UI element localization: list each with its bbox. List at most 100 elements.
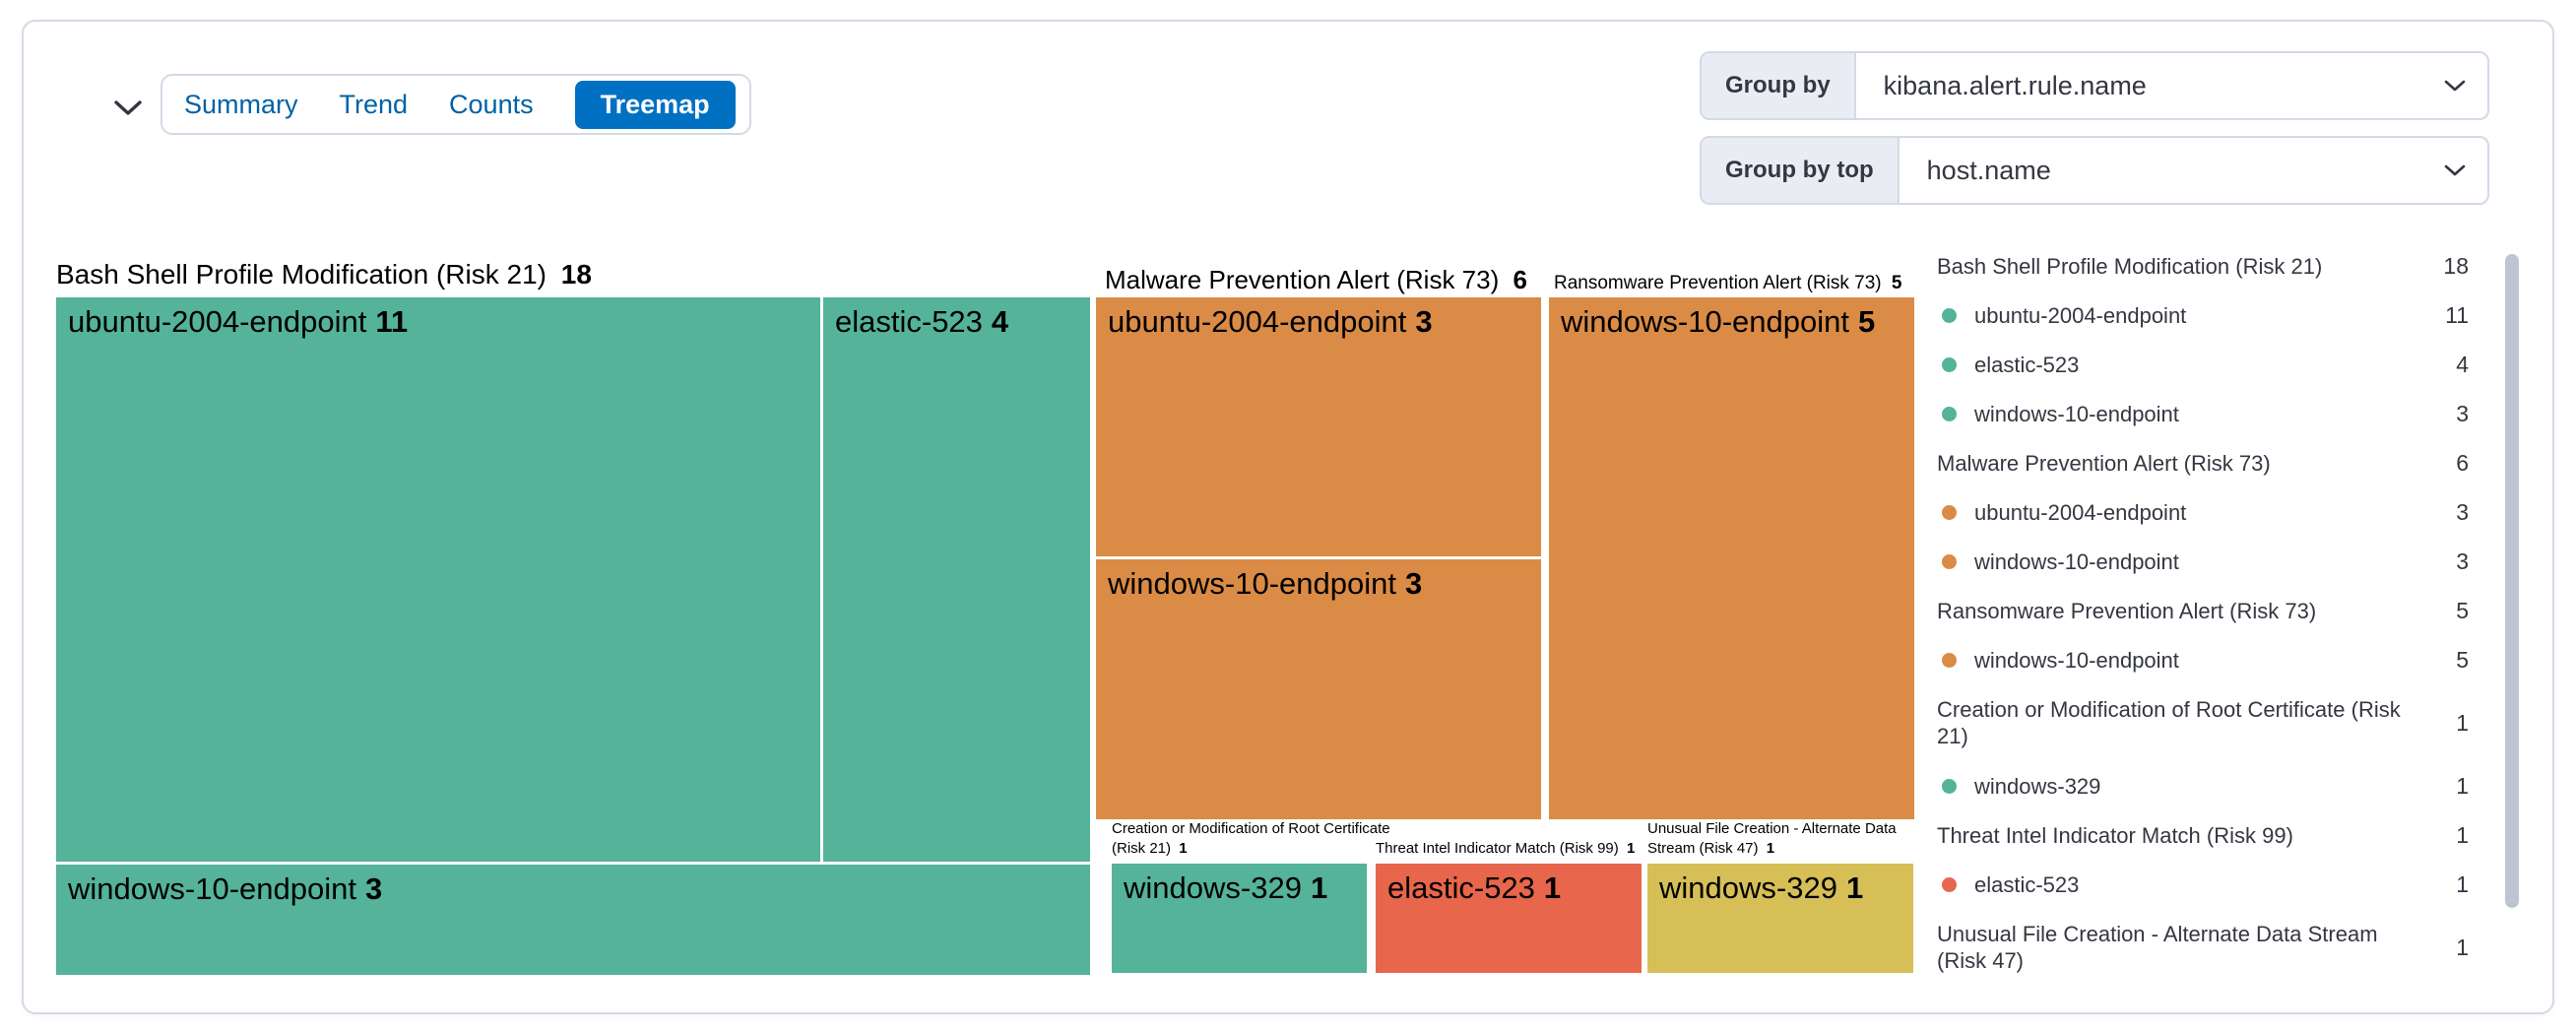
legend-host-item[interactable]: elastic-523 4 bbox=[1937, 340, 2469, 389]
legend-count: 5 bbox=[2456, 597, 2469, 623]
section-count: 18 bbox=[560, 259, 592, 290]
collapse-panel-button[interactable] bbox=[102, 87, 154, 130]
color-dot-icon bbox=[1942, 307, 1957, 323]
legend-count: 18 bbox=[2443, 252, 2469, 279]
legend-label: Unusual File Creation - Alternate Data S… bbox=[1937, 922, 2378, 973]
block-host-name: windows-329 bbox=[1659, 871, 1837, 905]
block-host-name: windows-10-endpoint bbox=[1108, 566, 1396, 601]
legend-host-item[interactable]: ubuntu-2004-endpoint 11 bbox=[1937, 290, 2469, 340]
legend-count: 3 bbox=[2456, 548, 2469, 574]
legend-count: 5 bbox=[2456, 646, 2469, 673]
color-dot-icon bbox=[1942, 652, 1957, 668]
color-dot-icon bbox=[1942, 406, 1957, 421]
chevron-down-icon bbox=[2444, 53, 2487, 118]
divider bbox=[56, 862, 1090, 865]
chevron-down-icon bbox=[2444, 138, 2487, 203]
legend-count: 1 bbox=[2456, 821, 2469, 848]
legend-rule-item[interactable]: Threat Intel Indicator Match (Risk 99) 1 bbox=[1937, 810, 2469, 860]
treemap-block[interactable]: windows-10-endpoint 3 bbox=[56, 865, 1090, 975]
block-count: 1 bbox=[1310, 871, 1328, 905]
legend-rule-item[interactable]: Unusual File Creation - Alternate Data S… bbox=[1937, 909, 2469, 986]
treemap-legend: Bash Shell Profile Modification (Risk 21… bbox=[1937, 241, 2469, 986]
group-by-value: kibana.alert.rule.name bbox=[1883, 70, 2147, 100]
chevron-down-icon bbox=[113, 98, 143, 119]
block-count: 4 bbox=[991, 304, 1009, 339]
treemap-block[interactable]: elastic-523 4 bbox=[823, 297, 1090, 862]
legend-label: Creation or Modification of Root Certifi… bbox=[1937, 697, 2401, 748]
group-by-top-select[interactable]: Group by top host.name bbox=[1700, 136, 2489, 205]
color-dot-icon bbox=[1942, 876, 1957, 892]
legend-host-item[interactable]: windows-10-endpoint 5 bbox=[1937, 635, 2469, 684]
treemap-section-malware: ubuntu-2004-endpoint 3 windows-10-endpoin… bbox=[1096, 297, 1541, 819]
legend-scrollbar-thumb[interactable] bbox=[2505, 254, 2519, 908]
group-by-top-label: Group by top bbox=[1702, 138, 1900, 203]
tab-treemap[interactable]: Treemap bbox=[574, 80, 736, 129]
treemap-section-title: Creation or Modification of Root Certifi… bbox=[1112, 819, 1407, 859]
block-count: 11 bbox=[375, 304, 409, 339]
legend-count: 6 bbox=[2456, 449, 2469, 476]
treemap-block[interactable]: windows-10-endpoint 3 bbox=[1096, 559, 1541, 819]
block-host-name: windows-10-endpoint bbox=[68, 871, 356, 906]
treemap-section-bash: ubuntu-2004-endpoint 11 elastic-523 4 wind… bbox=[56, 297, 1090, 975]
block-count: 3 bbox=[1415, 304, 1433, 339]
legend-count: 1 bbox=[2456, 772, 2469, 799]
tab-summary[interactable]: Summary bbox=[184, 89, 298, 119]
block-count: 1 bbox=[1845, 871, 1864, 905]
block-host-name: windows-10-endpoint bbox=[1561, 304, 1849, 339]
legend-rule-item[interactable]: Malware Prevention Alert (Risk 73) 6 bbox=[1937, 438, 2469, 487]
block-count: 3 bbox=[364, 871, 383, 906]
legend-label: windows-329 bbox=[1974, 773, 2101, 799]
section-count: 1 bbox=[1766, 840, 1775, 857]
section-title-text: Creation or Modification of Root Certifi… bbox=[1112, 820, 1390, 857]
legend-rule-item[interactable]: Ransomware Prevention Alert (Risk 73) 5 bbox=[1937, 586, 2469, 635]
section-title-text: Malware Prevention Alert (Risk 73) bbox=[1105, 265, 1500, 294]
legend-host-item[interactable]: windows-10-endpoint 3 bbox=[1937, 537, 2469, 586]
color-dot-icon bbox=[1942, 504, 1957, 520]
legend-label: Malware Prevention Alert (Risk 73) bbox=[1937, 450, 2271, 476]
divider bbox=[820, 297, 823, 862]
section-count: 6 bbox=[1513, 265, 1527, 294]
legend-label: elastic-523 bbox=[1974, 352, 2080, 377]
legend-label: Bash Shell Profile Modification (Risk 21… bbox=[1937, 253, 2323, 279]
legend-label: elastic-523 bbox=[1974, 871, 2080, 897]
treemap-block[interactable]: windows-10-endpoint 5 bbox=[1549, 297, 1914, 819]
legend-label: ubuntu-2004-endpoint bbox=[1974, 499, 2187, 525]
legend-host-item[interactable]: windows-10-endpoint 3 bbox=[1937, 389, 2469, 438]
legend-host-item[interactable]: elastic-523 1 bbox=[1937, 860, 2469, 909]
legend-count: 3 bbox=[2456, 400, 2469, 426]
legend-count: 1 bbox=[2456, 871, 2469, 897]
treemap-block[interactable]: ubuntu-2004-endpoint 11 bbox=[56, 297, 820, 862]
treemap-section-root-certificate: windows-329 1 bbox=[1112, 864, 1367, 973]
divider bbox=[1096, 556, 1541, 559]
treemap-block[interactable]: elastic-523 1 bbox=[1376, 864, 1642, 973]
legend-count: 11 bbox=[2445, 301, 2469, 328]
color-dot-icon bbox=[1942, 778, 1957, 794]
group-by-label: Group by bbox=[1702, 53, 1856, 118]
color-dot-icon bbox=[1942, 553, 1957, 569]
treemap-block[interactable]: ubuntu-2004-endpoint 3 bbox=[1096, 297, 1541, 556]
section-title-text: Bash Shell Profile Modification (Risk 21… bbox=[56, 259, 547, 290]
treemap-block[interactable]: windows-329 1 bbox=[1112, 864, 1367, 973]
legend-rule-item[interactable]: Creation or Modification of Root Certifi… bbox=[1937, 684, 2469, 761]
legend-count: 3 bbox=[2456, 498, 2469, 525]
group-by-select[interactable]: Group by kibana.alert.rule.name bbox=[1700, 51, 2489, 120]
legend-host-item[interactable]: ubuntu-2004-endpoint 3 bbox=[1937, 487, 2469, 537]
legend-count: 1 bbox=[2456, 934, 2469, 960]
section-count: 1 bbox=[1179, 840, 1188, 857]
block-count: 1 bbox=[1543, 871, 1562, 905]
block-host-name: ubuntu-2004-endpoint bbox=[68, 304, 367, 339]
legend-label: windows-10-endpoint bbox=[1974, 647, 2179, 673]
block-count: 3 bbox=[1404, 566, 1423, 601]
section-title-text: Unusual File Creation - Alternate Data S… bbox=[1647, 820, 1897, 857]
treemap-section-title: Ransomware Prevention Alert (Risk 73) 5 bbox=[1554, 272, 1902, 295]
legend-label: ubuntu-2004-endpoint bbox=[1974, 302, 2187, 328]
tab-trend[interactable]: Trend bbox=[339, 89, 409, 119]
section-title-text: Threat Intel Indicator Match (Risk 99) bbox=[1376, 840, 1619, 857]
block-count: 5 bbox=[1857, 304, 1876, 339]
legend-rule-item[interactable]: Bash Shell Profile Modification (Risk 21… bbox=[1937, 241, 2469, 290]
legend-host-item[interactable]: windows-329 1 bbox=[1937, 761, 2469, 810]
treemap-block[interactable]: windows-329 1 bbox=[1647, 864, 1913, 973]
treemap-section-unusual-file: windows-329 1 bbox=[1647, 864, 1913, 973]
tab-counts[interactable]: Counts bbox=[449, 89, 534, 119]
legend-label: windows-10-endpoint bbox=[1974, 401, 2179, 426]
